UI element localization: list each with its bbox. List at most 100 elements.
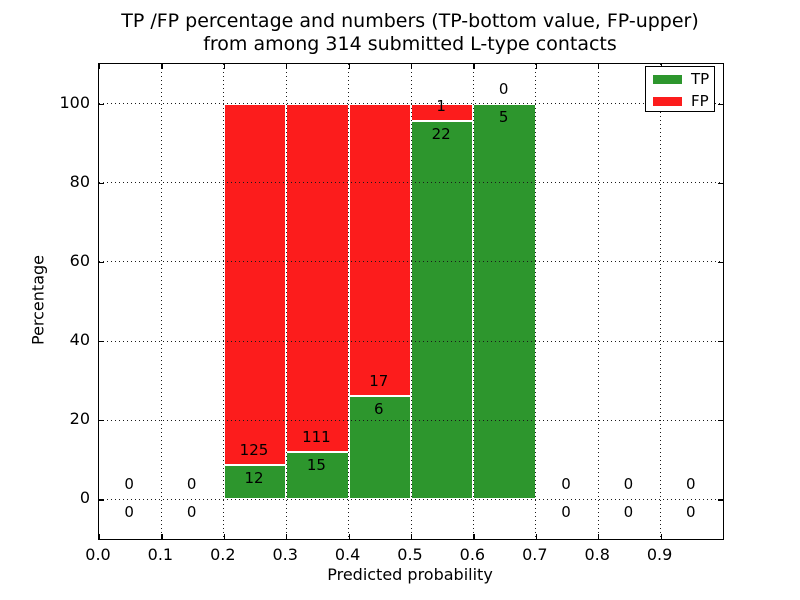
x-tick-label: 0.3: [272, 545, 298, 564]
x-tick-mark-top: [411, 64, 413, 69]
gridline-vertical: [660, 64, 662, 539]
fp-count-label: 125: [239, 440, 269, 459]
fp-count-label: 17: [369, 372, 389, 391]
fp-legend-swatch: [653, 97, 682, 106]
gridline-vertical: [223, 64, 225, 539]
fp-bar-segment: [286, 103, 349, 453]
tp-bar-segment: [411, 120, 474, 500]
tp-bar-segment: [348, 396, 411, 500]
fp-count-label: 1: [436, 96, 446, 115]
x-tick-label: 0.8: [584, 545, 610, 564]
legend-row-tp: TP: [646, 70, 714, 89]
fp-count-label: 0: [623, 475, 634, 494]
x-tick-mark-bottom: [99, 534, 101, 539]
grid-layer: [99, 64, 723, 539]
x-tick-label: 0.5: [397, 545, 423, 564]
y-tick-label: 60: [69, 250, 90, 270]
gridline-horizontal: [99, 419, 723, 421]
legend-row-fp: FP: [646, 92, 714, 111]
y-tick-label: 40: [69, 330, 90, 350]
x-tick-mark-top: [99, 64, 101, 69]
tp-legend-label: TP: [691, 70, 710, 88]
fp-count-label: 111: [302, 428, 331, 447]
y-tick-mark-right: [718, 499, 723, 501]
y-tick-mark-right: [718, 420, 723, 422]
y-tick-label: 100: [59, 92, 90, 112]
gridline-horizontal: [99, 261, 723, 263]
x-tick-label: 0.1: [147, 545, 174, 564]
y-tick-label: 0: [79, 488, 90, 508]
y-tick-label: 20: [69, 409, 90, 429]
tp-legend-swatch: [653, 75, 682, 84]
x-tick-mark-bottom: [161, 534, 163, 539]
bars-layer: [99, 64, 723, 539]
x-tick-mark-bottom: [598, 534, 600, 539]
fp-count-label: 0: [124, 475, 134, 494]
gridline-vertical: [160, 64, 162, 539]
x-tick-mark-bottom: [286, 534, 288, 539]
tp-count-label: 5: [498, 107, 509, 126]
y-tick-mark-right: [718, 341, 723, 343]
tp-count-label: 22: [431, 124, 451, 143]
gridline-vertical: [410, 64, 412, 539]
x-tick-mark-top: [535, 64, 537, 69]
fp-count-label: 0: [686, 475, 696, 494]
tp-bar-segment: [223, 464, 287, 500]
x-tick-label: 0.4: [334, 545, 361, 564]
gridline-vertical: [472, 64, 474, 539]
tp-bar-segment: [286, 452, 349, 500]
tp-count-label: 0: [186, 503, 197, 522]
chart-title-line2: from among 314 submitted L-type contacts: [203, 33, 617, 55]
x-tick-mark-top: [223, 64, 225, 69]
y-tick-mark-left: [99, 103, 104, 105]
gridline-vertical: [597, 64, 599, 539]
tp-count-label: 0: [124, 503, 134, 522]
x-tick-mark-top: [161, 64, 163, 69]
chart-title-line1: TP /FP percentage and numbers (TP-bottom…: [121, 10, 699, 32]
y-tick-mark-left: [99, 341, 104, 343]
y-tick-mark-left: [99, 261, 104, 264]
fp-bar-segment: [223, 103, 287, 465]
x-tick-mark-top: [286, 64, 288, 69]
x-tick-mark-bottom: [223, 534, 225, 539]
gridline-vertical: [535, 64, 537, 539]
tp-count-label: 12: [244, 468, 264, 487]
tp-count-label: 0: [561, 503, 571, 522]
legend: TP FP: [645, 66, 715, 112]
x-tick-mark-bottom: [473, 534, 475, 539]
plot-area: [98, 63, 724, 540]
tp-count-label: 0: [686, 503, 696, 522]
x-tick-label: 0.7: [522, 545, 548, 564]
x-tick-label: 0.0: [85, 545, 111, 564]
gridline-horizontal: [99, 340, 723, 342]
x-tick-label: 0.9: [646, 545, 673, 564]
x-tick-label: 0.2: [210, 545, 236, 564]
y-tick-mark-right: [718, 103, 723, 105]
x-tick-mark-top: [598, 64, 600, 69]
tp-count-label: 6: [374, 400, 384, 419]
x-axis-label: Predicted probability: [327, 565, 493, 584]
y-tick-mark-right: [718, 182, 723, 184]
gridline-horizontal: [99, 498, 723, 500]
fp-legend-label: FP: [691, 92, 709, 110]
gridline-vertical: [285, 64, 287, 539]
gridline-horizontal: [99, 103, 723, 105]
tp-count-label: 0: [623, 503, 634, 522]
gridline-vertical: [348, 64, 350, 539]
fp-count-label: 0: [561, 475, 571, 494]
y-tick-label: 80: [69, 171, 90, 191]
y-tick-mark-left: [99, 499, 104, 501]
fp-count-label: 0: [186, 475, 197, 494]
gridline-horizontal: [99, 182, 723, 184]
x-tick-mark-top: [348, 64, 350, 69]
x-tick-label: 0.6: [459, 545, 486, 564]
fp-bar-segment: [411, 103, 474, 121]
y-tick-mark-left: [99, 182, 104, 184]
y-tick-mark-left: [99, 420, 104, 422]
fp-bar-segment: [348, 103, 411, 397]
x-tick-mark-bottom: [535, 534, 537, 539]
fp-count-label: 0: [498, 79, 509, 98]
tp-count-label: 15: [306, 456, 326, 475]
x-tick-mark-bottom: [660, 534, 662, 539]
